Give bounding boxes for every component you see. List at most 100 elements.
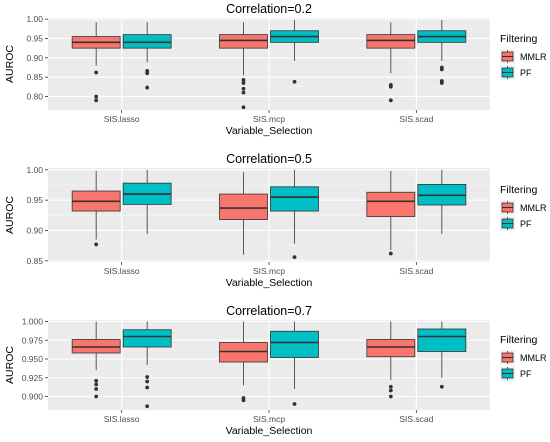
y-tick-label: 0.90 (26, 53, 43, 63)
box-mmlr-sis-mcp (219, 172, 268, 255)
outlier-point (241, 77, 246, 82)
outlier-point (439, 81, 444, 85)
outlier-point (94, 242, 99, 247)
chart-panel-3: 0.900 0.925 0.950 0.975 1.000 SIS.lasso SIS.mc… (4, 304, 547, 437)
x-axis-title: Variable_Selection (226, 277, 313, 289)
outlier-point (145, 85, 150, 90)
outlier-point (388, 394, 393, 399)
legend: Filtering MMLR PF (500, 184, 547, 231)
legend-label-mmlr: MMLR (520, 52, 547, 62)
box-body (270, 186, 319, 212)
legend: Filtering MMLR PF (500, 33, 547, 80)
y-tick-label: 0.975 (22, 335, 44, 345)
legend-label-pf: PF (520, 219, 532, 229)
outlier-point (145, 385, 150, 390)
outlier-point (94, 98, 99, 103)
panel-title: Correlation=0.2 (226, 2, 312, 16)
y-tick-label: 0.90 (26, 225, 43, 235)
outlier-point (241, 90, 246, 95)
outlier-point (292, 402, 297, 406)
panel-title: Correlation=0.5 (226, 152, 312, 166)
y-axis-title: AUROC (4, 45, 16, 83)
outlier-point (388, 251, 393, 256)
y-tick-label: 0.950 (22, 354, 44, 364)
y-tick-label: 0.85 (26, 256, 43, 266)
x-tick-label: SIS.lasso (104, 114, 140, 124)
box-body (366, 34, 416, 49)
y-tick-label: 0.925 (22, 373, 44, 383)
box-pf-sis-mcp (270, 169, 319, 260)
box-mmlr-sis-mcp (219, 321, 268, 403)
legend-label-pf: PF (520, 369, 532, 379)
outlier-point (241, 398, 246, 403)
box-mmlr-sis-lasso (71, 171, 121, 247)
outlier-point (94, 70, 99, 75)
y-tick-label: 1.00 (26, 14, 43, 24)
outlier-point (145, 404, 150, 409)
x-tick-label: SIS.mcp (253, 414, 285, 424)
x-axis-title: Variable_Selection (226, 425, 313, 437)
box-pf-sis-scad (417, 169, 467, 235)
box-pf-sis-scad (417, 321, 467, 389)
x-tick-label: SIS.scad (399, 414, 433, 424)
box-pf-sis-lasso (122, 22, 172, 90)
box-body (219, 34, 268, 49)
box-body (122, 329, 172, 348)
x-tick-label: SIS.lasso (104, 266, 140, 276)
outlier-point (94, 394, 99, 399)
legend-label-mmlr: MMLR (520, 353, 547, 363)
legend-label-pf: PF (520, 68, 532, 78)
y-tick-label: 0.900 (22, 392, 44, 402)
box-mmlr-sis-scad (366, 171, 416, 256)
box-pf-sis-lasso (122, 169, 172, 235)
box-mmlr-sis-lasso (71, 22, 121, 103)
outlier-point (388, 388, 393, 393)
outlier-point (388, 98, 393, 103)
box-pf-sis-lasso (122, 321, 172, 409)
x-tick-label: SIS.scad (399, 114, 433, 124)
box-body (366, 191, 416, 217)
x-tick-label: SIS.mcp (253, 266, 285, 276)
y-tick-label: 1.00 (26, 165, 43, 175)
y-tick-label: 0.80 (26, 91, 43, 101)
box-mmlr-sis-lasso (71, 321, 121, 399)
box-pf-sis-scad (417, 19, 467, 85)
box-pf-sis-mcp (270, 321, 319, 406)
box-body (366, 339, 416, 358)
y-tick-label: 0.85 (26, 72, 43, 82)
outlier-point (241, 105, 246, 110)
y-axis-title: AUROC (4, 196, 16, 234)
panel-title: Correlation=0.7 (226, 304, 312, 318)
outlier-point (145, 379, 150, 384)
y-tick-label: 0.95 (26, 33, 43, 43)
outlier-point (292, 255, 297, 260)
legend: Filtering MMLR PF (500, 334, 547, 381)
box-body (417, 328, 467, 352)
chart-panel-2: 0.85 0.90 0.95 1.00 SIS.lasso SIS.mcp SIS.scad… (4, 152, 547, 289)
y-tick-label: 0.95 (26, 195, 43, 205)
x-tick-label: SIS.mcp (253, 114, 285, 124)
box-pf-sis-mcp (270, 19, 319, 84)
outlier-point (241, 81, 246, 85)
legend-title: Filtering (500, 184, 538, 196)
outlier-point (388, 84, 393, 89)
box-body (219, 193, 268, 220)
outlier-point (439, 67, 444, 72)
legend-title: Filtering (500, 334, 538, 346)
x-tick-label: SIS.scad (399, 266, 433, 276)
outlier-point (94, 94, 99, 99)
outlier-point (439, 384, 444, 389)
outlier-point (94, 382, 99, 387)
y-axis-title: AUROC (4, 346, 16, 384)
x-tick-label: SIS.lasso (104, 414, 140, 424)
y-tick-label: 1.000 (22, 317, 44, 327)
box-mmlr-sis-mcp (219, 22, 268, 110)
outlier-point (145, 71, 150, 76)
box-mmlr-sis-scad (366, 321, 416, 399)
chart-panel-1: 0.80 0.85 0.90 0.95 1.00 SIS.lasso SIS.mcp SIS.… (4, 2, 547, 137)
legend-title: Filtering (500, 33, 538, 45)
legend-label-mmlr: MMLR (520, 203, 547, 213)
outlier-point (94, 378, 99, 383)
box-mmlr-sis-scad (366, 22, 416, 103)
